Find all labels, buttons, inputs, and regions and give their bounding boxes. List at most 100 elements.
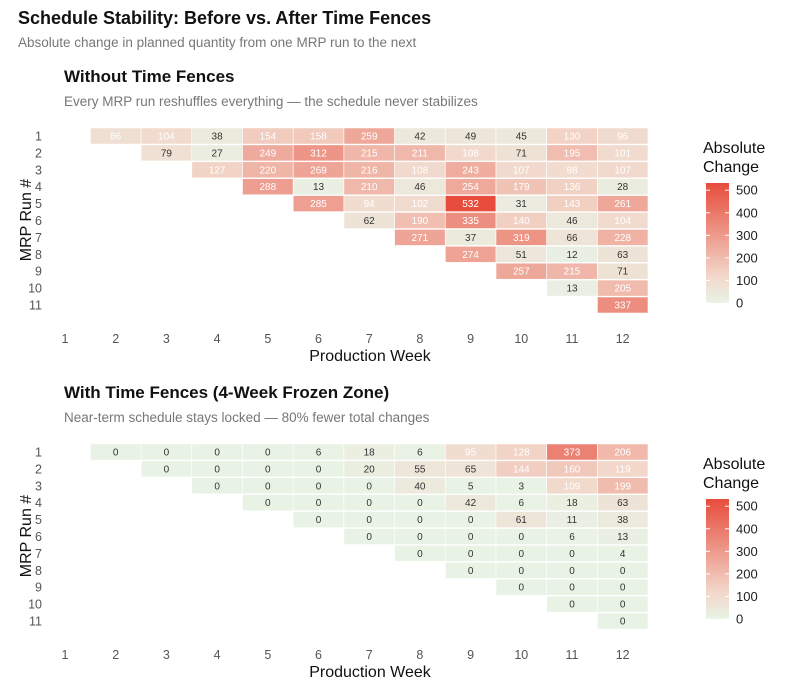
cell-label: 55 xyxy=(414,464,426,475)
cell-label: 140 xyxy=(513,216,530,227)
cell-label: 195 xyxy=(564,148,581,159)
x-tick-label: 6 xyxy=(315,332,322,346)
x-tick-label: 12 xyxy=(616,332,630,346)
cell-label: 71 xyxy=(617,267,629,278)
heatmap-cell xyxy=(597,229,648,246)
cell-label: 261 xyxy=(614,199,631,210)
heatmap-cell xyxy=(344,212,395,229)
heatmap-cell xyxy=(445,528,496,545)
heatmap-cell xyxy=(445,511,496,528)
heatmap-cell xyxy=(547,461,597,477)
y-tick-label: 3 xyxy=(35,479,42,493)
heatmap-cell xyxy=(597,528,648,545)
heatmap-cell xyxy=(547,229,597,246)
heatmap-cell xyxy=(496,212,547,229)
heatmap-cell xyxy=(344,511,395,528)
x-tick-label: 4 xyxy=(214,648,221,662)
cell-label: 0 xyxy=(265,464,271,475)
cell-label: 102 xyxy=(412,199,429,210)
cell-label: 42 xyxy=(465,498,477,509)
y-tick-label: 8 xyxy=(35,564,42,578)
cell-label: 96 xyxy=(617,132,629,143)
legend-title: Absolute xyxy=(703,140,765,157)
heatmap-cell xyxy=(496,478,547,494)
cell-label: 144 xyxy=(513,464,530,475)
cell-label: 143 xyxy=(564,199,581,210)
x-tick-label: 10 xyxy=(514,648,528,662)
x-tick-label: 3 xyxy=(163,648,170,662)
heatmap-cell xyxy=(445,128,496,144)
cell-label: 40 xyxy=(414,481,426,492)
legend-title: Change xyxy=(703,159,759,176)
heatmap-cell xyxy=(445,178,496,195)
legend-colorbar xyxy=(706,183,729,303)
heatmap-cell xyxy=(547,162,597,178)
heatmap-cell xyxy=(547,280,597,296)
heatmap-cell xyxy=(445,229,496,246)
cell-label: 4 xyxy=(620,549,626,560)
heatmap-cell xyxy=(445,195,496,212)
heatmap-cell xyxy=(344,478,395,494)
cell-label: 51 xyxy=(516,250,528,261)
heatmap-cell xyxy=(445,494,496,511)
cell-label: 0 xyxy=(316,498,322,509)
heatmap-cell xyxy=(192,145,243,161)
y-axis-title: MRP Run # xyxy=(18,495,35,578)
cell-label: 337 xyxy=(614,301,631,312)
heatmap-cell xyxy=(141,461,192,477)
cell-label: 6 xyxy=(569,532,575,543)
x-tick-label: 5 xyxy=(264,648,271,662)
legend-tick-label: 200 xyxy=(736,566,758,581)
heatmap-cell xyxy=(547,263,597,279)
cell-label: 0 xyxy=(569,600,575,611)
cell-label: 65 xyxy=(465,464,477,475)
legend-tick-label: 500 xyxy=(736,499,758,514)
heatmap-cell xyxy=(344,195,395,212)
y-tick-label: 6 xyxy=(35,530,42,544)
heatmap-cell xyxy=(344,162,395,178)
panel-subtitle: Every MRP run reshuffles everything — th… xyxy=(64,94,478,109)
cell-label: 0 xyxy=(366,532,372,543)
cell-label: 63 xyxy=(617,498,629,509)
heatmap-cell xyxy=(242,162,293,178)
cell-label: 0 xyxy=(417,515,423,526)
cell-label: 3 xyxy=(519,481,525,492)
heatmap-cell xyxy=(344,444,395,460)
cell-label: 0 xyxy=(316,515,322,526)
heatmap-cell xyxy=(192,478,243,494)
cell-label: 0 xyxy=(620,566,626,577)
cell-label: 38 xyxy=(617,515,629,526)
cell-label: 0 xyxy=(214,481,220,492)
cell-label: 220 xyxy=(259,165,276,176)
x-tick-label: 1 xyxy=(62,648,69,662)
cell-label: 6 xyxy=(316,448,322,459)
cell-label: 0 xyxy=(214,448,220,459)
y-tick-label: 7 xyxy=(35,547,42,561)
cell-label: 0 xyxy=(417,498,423,509)
heatmap-cell xyxy=(597,461,648,477)
heatmap-cell xyxy=(547,195,597,212)
heatmap-cell xyxy=(597,545,648,562)
heatmap-cell xyxy=(394,444,445,460)
cell-label: 49 xyxy=(465,132,477,143)
y-axis-title: MRP Run # xyxy=(18,179,35,262)
y-tick-label: 4 xyxy=(35,180,42,194)
y-tick-label: 11 xyxy=(29,299,42,313)
heatmap-cell xyxy=(293,494,344,511)
heatmap-cell xyxy=(394,229,445,246)
legend-tick-label: 100 xyxy=(736,273,758,288)
cell-label: 38 xyxy=(212,132,224,143)
cell-label: 6 xyxy=(417,448,423,459)
y-tick-label: 5 xyxy=(35,197,42,211)
cell-label: 101 xyxy=(614,148,631,159)
cell-label: 0 xyxy=(265,448,271,459)
cell-label: 18 xyxy=(364,448,376,459)
cell-label: 0 xyxy=(468,549,474,560)
heatmap-cell xyxy=(547,579,597,595)
heatmap-cell xyxy=(547,145,597,161)
cell-label: 71 xyxy=(516,148,528,159)
heatmap-cell xyxy=(597,128,648,144)
heatmap-cell xyxy=(394,478,445,494)
cell-label: 211 xyxy=(412,148,428,159)
heatmap-cell xyxy=(496,461,547,477)
